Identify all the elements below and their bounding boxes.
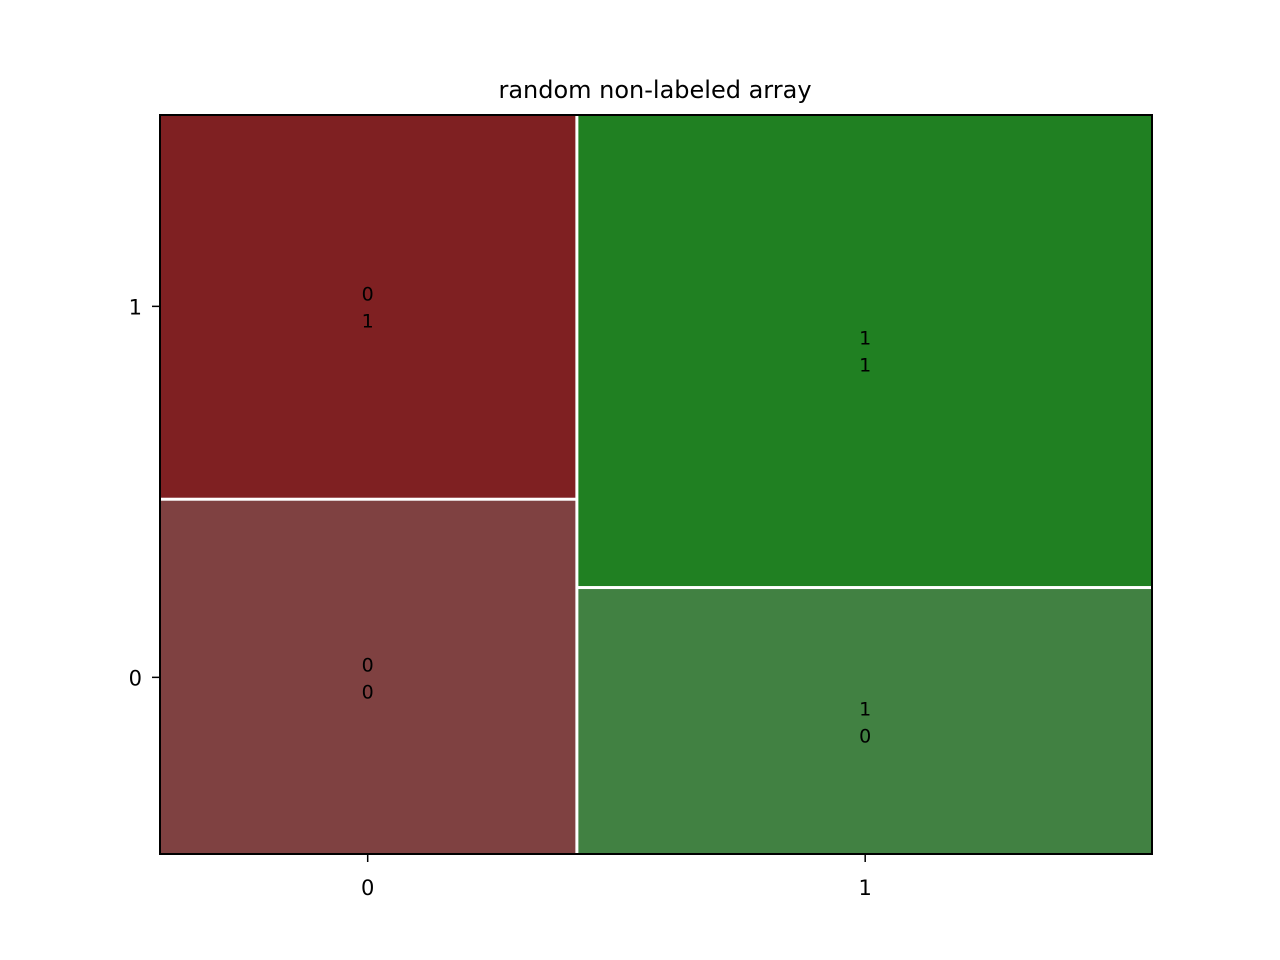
- tile-1-1: [578, 115, 1152, 587]
- x-tick-label: 1: [859, 876, 872, 900]
- plot-frame: [159, 114, 1153, 855]
- y-axis: 01: [129, 295, 160, 690]
- tile-1-0: [578, 589, 1152, 854]
- y-tick-label: 1: [129, 295, 142, 319]
- chart-title: random non-labeled array: [498, 76, 811, 104]
- tiles-layer: 0 0 0 1 1 0 1 1: [160, 115, 1152, 854]
- tile-0-1: [160, 115, 576, 498]
- tile-0-0: [160, 500, 576, 854]
- x-tick-label: 0: [361, 876, 374, 900]
- y-tick-label: 0: [129, 666, 142, 690]
